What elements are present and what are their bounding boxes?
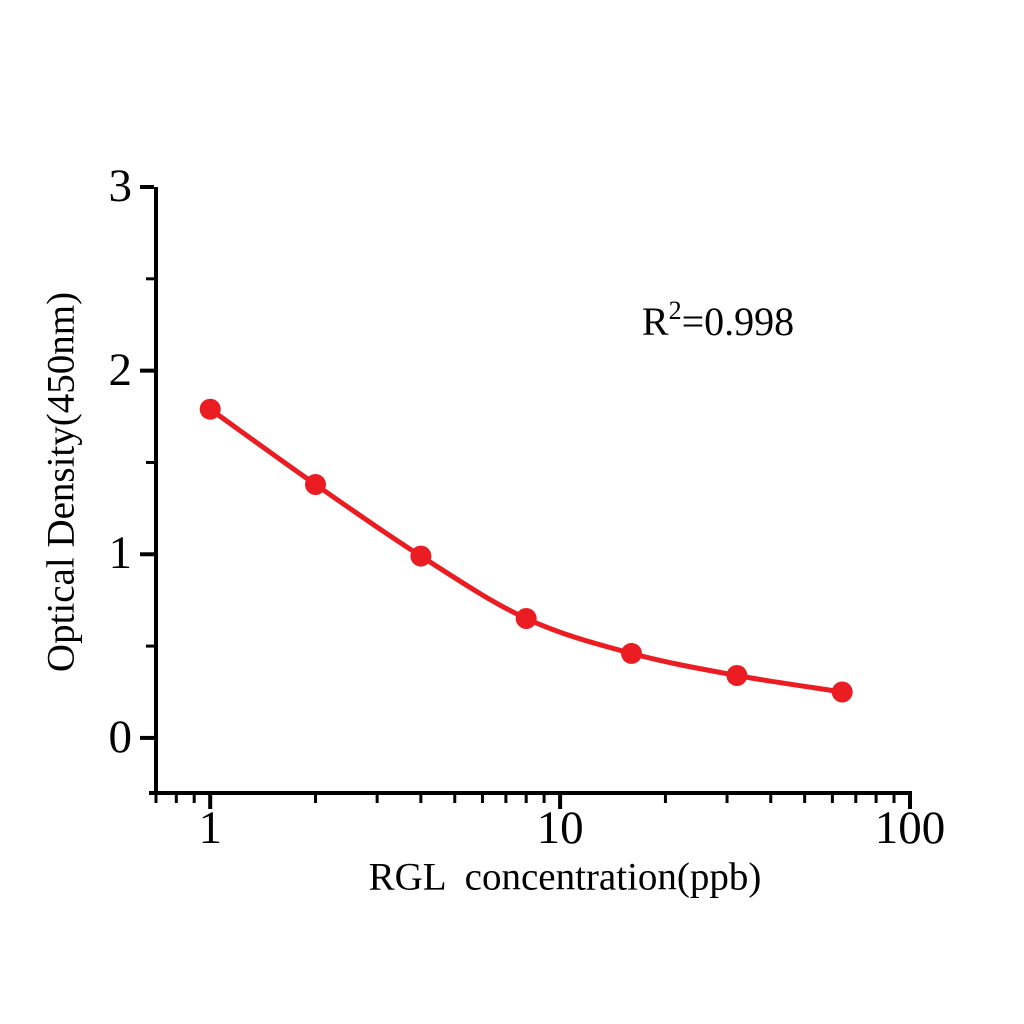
x-tick-label: 100 <box>874 802 946 854</box>
r-squared-annotation: R2=0.998 <box>641 296 795 344</box>
data-point-marker <box>726 665 748 686</box>
r-squared-exponent: 2 <box>668 296 682 325</box>
data-point-marker <box>305 474 326 495</box>
y-tick-label: 0 <box>108 711 133 764</box>
r-squared-base: R <box>641 299 669 344</box>
x-tick-label: 10 <box>536 802 584 854</box>
data-point-marker <box>410 545 432 567</box>
data-point-marker <box>621 642 642 664</box>
r-squared-value: =0.998 <box>681 299 795 344</box>
standard-curve-line <box>207 406 845 695</box>
y-tick-label: 2 <box>108 343 133 396</box>
data-point-marker <box>831 681 853 703</box>
data-point-marker <box>515 608 537 629</box>
x-axis-title: RGL concentration(ppb) <box>368 855 762 899</box>
y-tick-label: 1 <box>108 527 133 580</box>
y-tick-label: 3 <box>108 160 133 213</box>
data-point-marker <box>199 398 221 420</box>
x-tick-label: 1 <box>198 802 222 854</box>
